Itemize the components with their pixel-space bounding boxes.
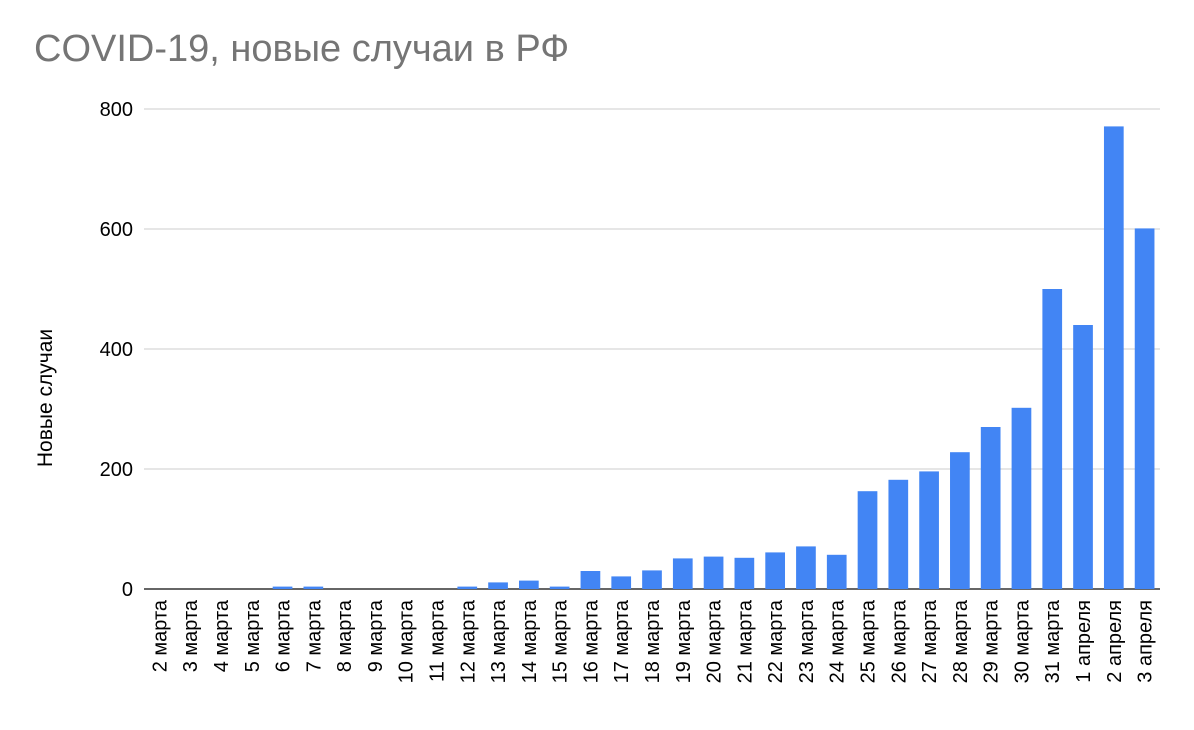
- x-tick-label: 12 марта: [457, 599, 479, 683]
- bar: [1042, 289, 1063, 589]
- x-tick-label: 4 марта: [211, 599, 233, 672]
- y-tick-label: 0: [122, 579, 133, 601]
- x-tick-label: 29 марта: [981, 599, 1003, 683]
- bar: [518, 580, 539, 589]
- bar: [457, 586, 478, 589]
- bar: [672, 558, 693, 589]
- x-tick-label: 8 марта: [334, 599, 356, 672]
- y-tick-label: 200: [100, 459, 133, 481]
- x-tick-label: 20 марта: [704, 599, 726, 683]
- bar: [549, 586, 570, 589]
- x-tick-label: 24 марта: [827, 599, 849, 683]
- x-tick-label: 10 марта: [396, 599, 418, 683]
- bar: [796, 546, 816, 589]
- x-axis-ticks: 2 марта 3 марта 4 марта 5 марта 6 марта 7 мар…: [149, 599, 1156, 683]
- bar: [303, 586, 324, 589]
- x-tick-label: 21 марта: [734, 599, 756, 683]
- y-axis-ticks: 0 200 400 600 800: [100, 99, 133, 601]
- x-tick-label: 27 марта: [919, 599, 941, 683]
- bar: [857, 491, 878, 589]
- bars: [272, 126, 1155, 590]
- x-tick-label: 22 марта: [765, 599, 787, 683]
- y-tick-label: 400: [100, 339, 133, 361]
- bar: [488, 582, 508, 589]
- bar: [888, 479, 909, 589]
- bar: [919, 471, 939, 589]
- bar: [580, 571, 601, 589]
- x-tick-label: 17 марта: [611, 599, 633, 683]
- y-tick-label: 600: [100, 219, 133, 241]
- gridlines: [144, 108, 1160, 590]
- y-axis-label: Новые случаи: [34, 329, 57, 467]
- x-tick-label: 15 марта: [550, 599, 572, 683]
- x-tick-label: 11 марта: [426, 599, 448, 682]
- bar: [1134, 228, 1155, 589]
- bar: [642, 570, 662, 589]
- bar: [1011, 407, 1032, 589]
- x-tick-label: 16 марта: [580, 599, 602, 683]
- x-tick-label: 25 марта: [858, 599, 880, 683]
- x-tick-label: 30 марта: [1011, 599, 1033, 683]
- x-tick-label: 6 марта: [273, 599, 295, 672]
- x-tick-label: 31 марта: [1042, 599, 1064, 683]
- bar: [1073, 325, 1093, 589]
- x-tick-label: 13 марта: [488, 599, 510, 683]
- x-tick-label: 28 марта: [950, 599, 972, 683]
- x-tick-label: 1 апреля: [1073, 600, 1095, 683]
- bar: [980, 427, 1001, 589]
- x-tick-label: 19 марта: [673, 599, 695, 683]
- x-tick-label: 9 марта: [365, 599, 387, 672]
- chart-title: COVID-19, новые случаи в РФ: [34, 28, 570, 70]
- x-tick-label: 7 марта: [303, 599, 325, 672]
- x-tick-label: 26 марта: [888, 599, 910, 683]
- x-tick-label: 23 марта: [796, 599, 818, 683]
- x-tick-label: 2 апреля: [1104, 600, 1126, 683]
- y-tick-label: 800: [100, 99, 133, 121]
- bar: [734, 557, 755, 589]
- x-tick-label: 2 марта: [149, 599, 171, 672]
- bar: [765, 552, 786, 589]
- bar: [950, 452, 970, 589]
- bar: [826, 554, 847, 589]
- bar: [703, 556, 724, 589]
- x-tick-label: 3 апреля: [1135, 600, 1157, 683]
- x-tick-label: 14 марта: [519, 599, 541, 683]
- bar: [272, 586, 293, 589]
- x-tick-label: 3 марта: [180, 599, 202, 672]
- x-tick-label: 18 марта: [642, 599, 664, 683]
- bar: [611, 576, 632, 589]
- bar: [1103, 126, 1124, 590]
- x-tick-label: 5 марта: [242, 599, 264, 672]
